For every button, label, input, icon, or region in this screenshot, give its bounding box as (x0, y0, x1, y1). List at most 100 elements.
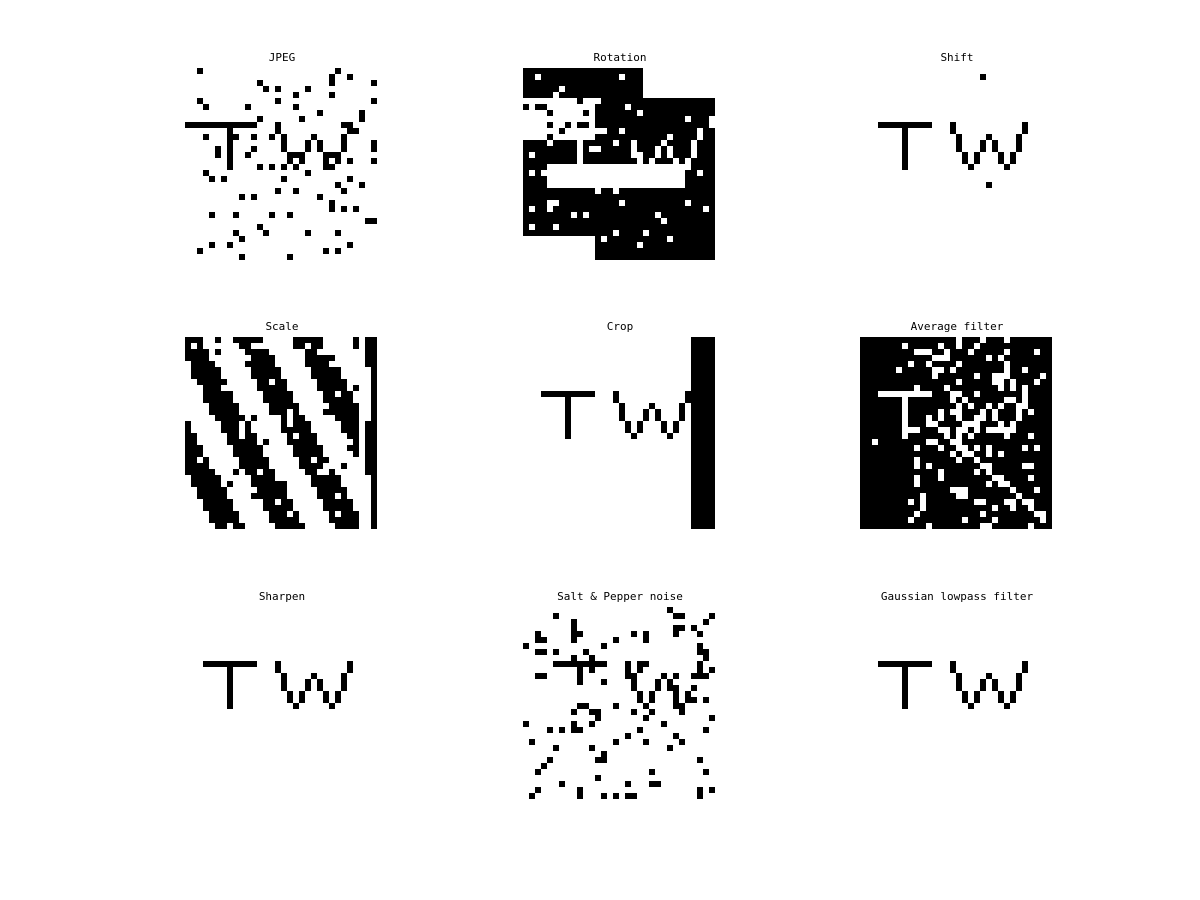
pixel-run (920, 385, 944, 391)
pixel-run (860, 511, 914, 517)
pixel-run (365, 349, 377, 355)
pixel-run (353, 451, 359, 457)
pixel-run (365, 421, 377, 427)
pixel-run (992, 523, 1028, 529)
pixel-run (227, 673, 233, 679)
pixel-run (571, 637, 577, 643)
pixel-run (962, 697, 968, 703)
pixel-run (335, 697, 341, 703)
pixel-run (347, 158, 353, 164)
pixel-run (1016, 673, 1022, 679)
pixel-run (589, 655, 595, 661)
pixel-run (595, 248, 715, 254)
pixel-run (649, 691, 655, 697)
pixel-run (523, 230, 613, 236)
pixel-run (1028, 397, 1052, 403)
pixel-run (992, 445, 1022, 451)
pixel-run (209, 517, 239, 523)
pixel-run (565, 397, 571, 403)
pixel-run (697, 631, 703, 637)
pixel-run (341, 511, 359, 517)
pixel-run (1016, 421, 1052, 427)
pixel-run (908, 397, 950, 403)
pixel-run (185, 469, 215, 475)
pixel-run (673, 613, 685, 619)
pixel-run (691, 505, 715, 511)
pixel-run (920, 427, 938, 433)
pixel-run (371, 391, 377, 397)
pixel-run (956, 140, 962, 146)
pixel-run (523, 182, 547, 188)
pixel-run (523, 212, 571, 218)
pixel-run (335, 248, 341, 254)
pixel-run (1034, 433, 1052, 439)
pixel-run (607, 128, 619, 134)
pixel-run (649, 709, 655, 715)
pixel-run (341, 140, 347, 146)
watermark-image-gaussian (878, 661, 1028, 709)
pixel-run (287, 691, 293, 697)
pixel-run (691, 475, 715, 481)
pixel-run (1028, 445, 1034, 451)
pixel-run (667, 607, 673, 613)
pixel-run (317, 194, 323, 200)
pixel-run (305, 679, 311, 685)
pixel-run (691, 421, 715, 427)
pixel-run (595, 775, 601, 781)
pixel-run (860, 343, 902, 349)
pixel-run (311, 481, 341, 487)
pixel-run (185, 421, 191, 427)
pixel-run (860, 475, 914, 481)
pixel-run (371, 511, 377, 517)
pixel-run (535, 787, 541, 793)
pixel-run (341, 188, 347, 194)
pixel-run (673, 236, 715, 242)
pixel-run (697, 140, 715, 146)
pixel-run (323, 152, 341, 158)
pixel-run (583, 110, 589, 116)
pixel-run (365, 439, 377, 445)
pixel-run (986, 499, 1004, 505)
pixel-run (215, 523, 227, 529)
pixel-run (1034, 475, 1052, 481)
pixel-run (992, 140, 998, 146)
pixel-run (625, 200, 685, 206)
pixel-run (209, 409, 239, 415)
pixel-run (980, 469, 986, 475)
pixel-run (926, 499, 974, 505)
pixel-run (1004, 451, 1052, 457)
pixel-run (553, 206, 703, 212)
pixel-run (257, 224, 263, 230)
pixel-run (251, 481, 287, 487)
pixel-run (860, 355, 932, 361)
pixel-run (341, 679, 347, 685)
pixel-run (860, 517, 908, 523)
pixel-run (920, 445, 938, 451)
pixel-run (359, 116, 365, 122)
pixel-run (1046, 511, 1052, 517)
pixel-run (691, 427, 715, 433)
pixel-run (571, 721, 577, 727)
pixel-run (293, 415, 305, 421)
pixel-run (1016, 397, 1022, 403)
pixel-run (335, 158, 341, 164)
pixel-run (944, 475, 992, 481)
pixel-run (1022, 415, 1052, 421)
pixel-run (709, 206, 715, 212)
pixel-run (553, 661, 607, 667)
pixel-run (523, 104, 529, 110)
pixel-run (197, 379, 227, 385)
pixel-run (239, 194, 245, 200)
pixel-run (281, 679, 287, 685)
pixel-run (299, 433, 317, 439)
pixel-run (227, 679, 233, 685)
pixel-run (619, 415, 625, 421)
panel-salt-pepper-noise: Salt & Pepper noise (523, 590, 715, 799)
pixel-run (535, 769, 541, 775)
pixel-run (998, 517, 1040, 523)
pixel-run (251, 415, 257, 421)
pixel-run (305, 355, 335, 361)
pixel-run (365, 433, 377, 439)
pixel-run (227, 158, 233, 164)
pixel-run (221, 176, 227, 182)
